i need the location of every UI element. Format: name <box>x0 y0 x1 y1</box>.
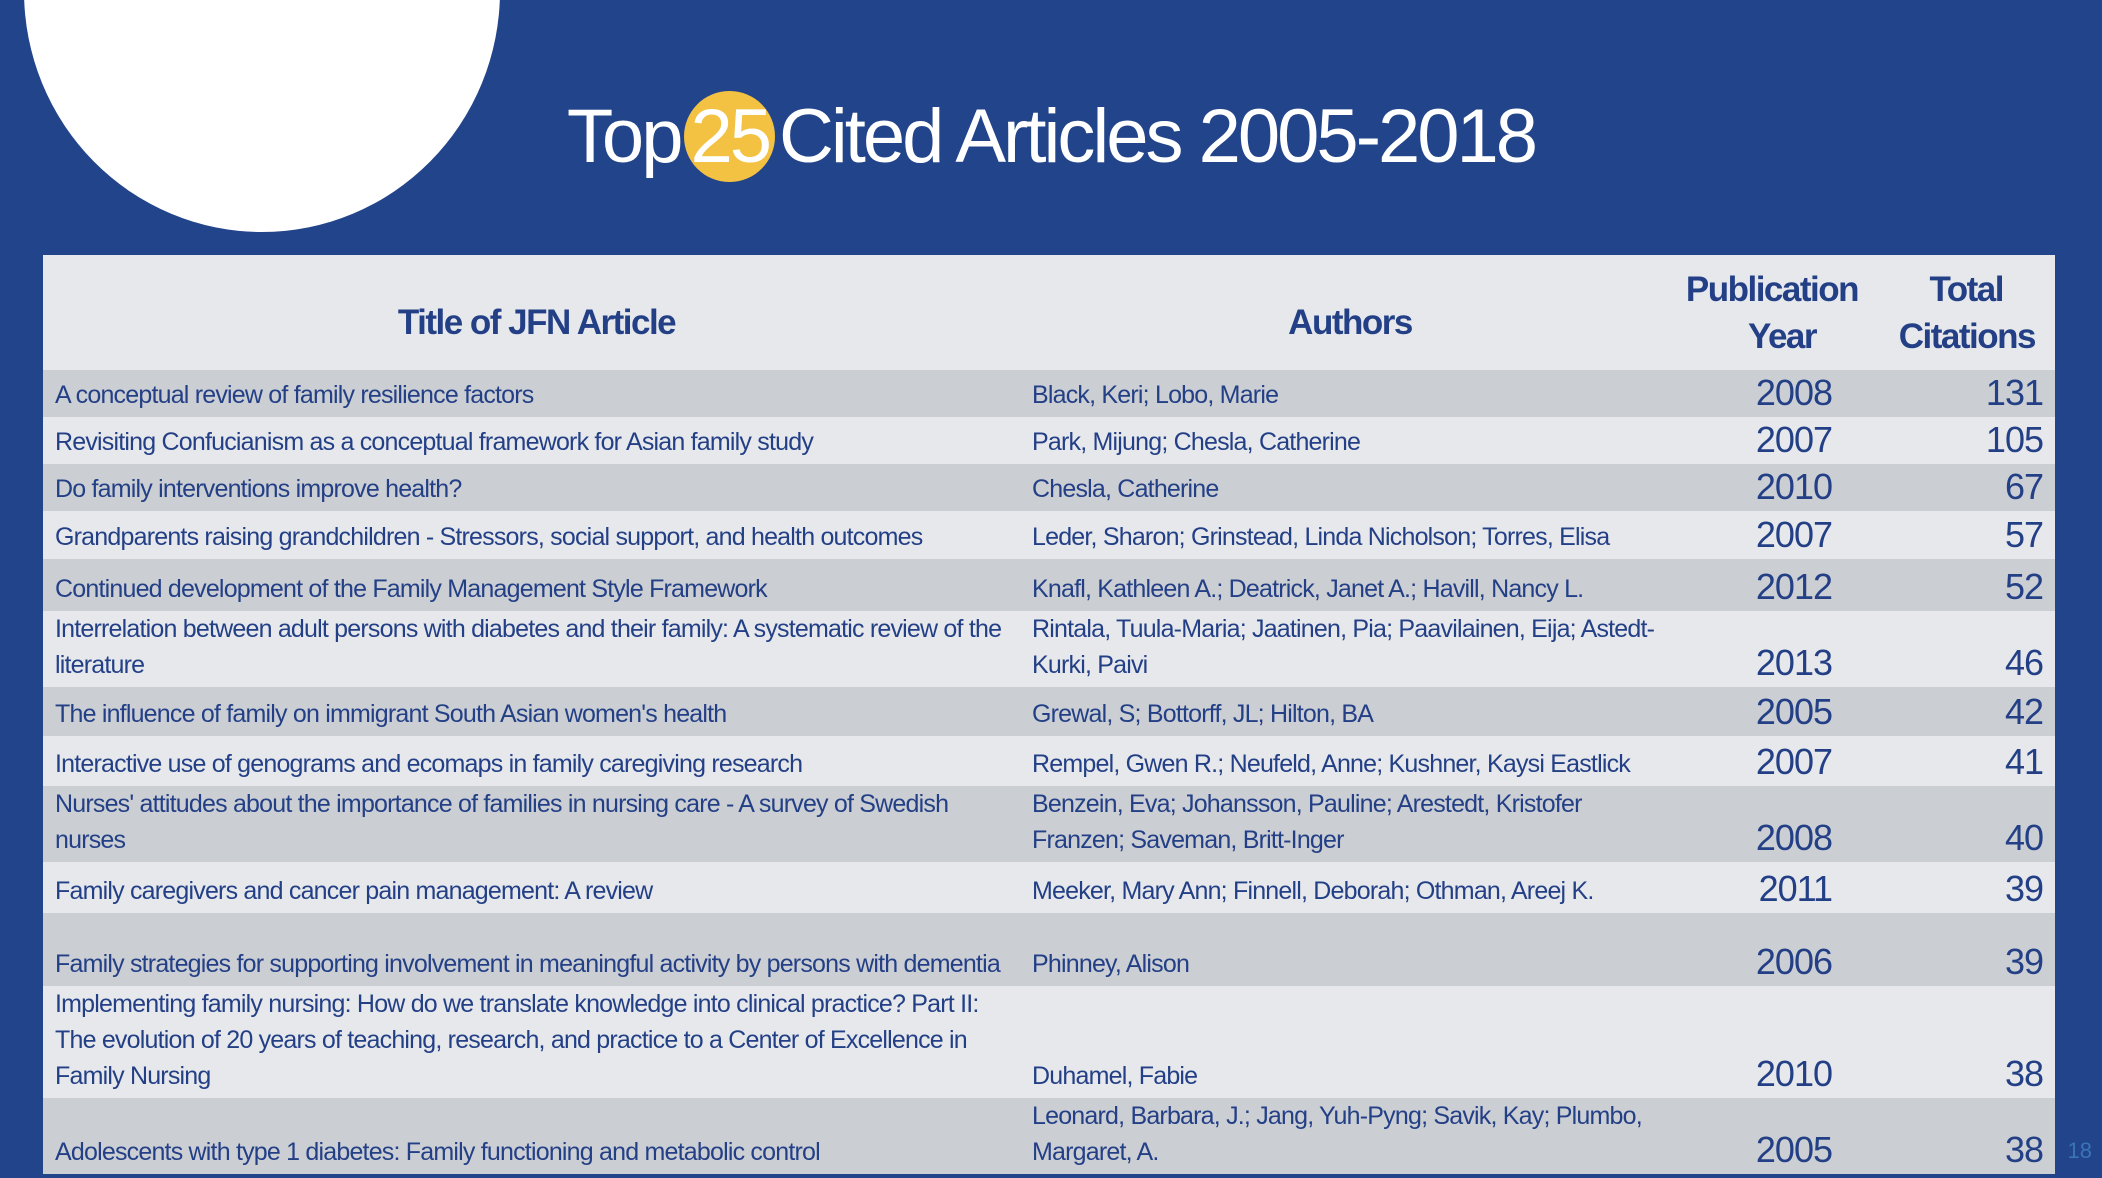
table-row: Implementing family nursing: How do we t… <box>43 986 2055 1098</box>
total-citations: 52 <box>1880 559 2055 611</box>
article-authors: Benzein, Eva; Johansson, Pauline; Areste… <box>1030 786 1670 862</box>
article-title: Do family interventions improve health? <box>43 464 1030 511</box>
total-citations: 105 <box>1880 417 2055 464</box>
table-row: Family strategies for supporting involve… <box>43 913 2055 986</box>
article-title: Interrelation between adult persons with… <box>43 611 1030 687</box>
article-title: The influence of family on immigrant Sou… <box>43 687 1030 736</box>
header-authors: Authors <box>1030 255 1670 370</box>
article-title: Grandparents raising grandchildren - Str… <box>43 511 1030 559</box>
article-title: Implementing family nursing: How do we t… <box>43 986 1030 1098</box>
article-authors: Grewal, S; Bottorff, JL; Hilton, BA <box>1030 687 1670 736</box>
title-number-badge: 25 <box>684 90 776 182</box>
publication-year: 2010 <box>1670 464 1880 511</box>
publication-year: 2010 <box>1670 986 1880 1098</box>
article-title: A conceptual review of family resilience… <box>43 370 1030 417</box>
table-row: Interrelation between adult persons with… <box>43 611 2055 687</box>
publication-year: 2013 <box>1670 611 1880 687</box>
table-row: Revisiting Confucianism as a conceptual … <box>43 417 2055 464</box>
publication-year: 2007 <box>1670 417 1880 464</box>
article-authors: Black, Keri; Lobo, Marie <box>1030 370 1670 417</box>
article-authors: Meeker, Mary Ann; Finnell, Deborah; Othm… <box>1030 862 1670 913</box>
publication-year: 2008 <box>1670 370 1880 417</box>
header-citations: Total Citations <box>1880 255 2055 370</box>
publication-year: 2006 <box>1670 913 1880 986</box>
publication-year: 2007 <box>1670 511 1880 559</box>
total-citations: 57 <box>1880 511 2055 559</box>
total-citations: 38 <box>1880 986 2055 1098</box>
article-authors: Leder, Sharon; Grinstead, Linda Nicholso… <box>1030 511 1670 559</box>
table-row: Continued development of the Family Mana… <box>43 559 2055 611</box>
article-title: Adolescents with type 1 diabetes: Family… <box>43 1098 1030 1174</box>
publication-year: 2011 <box>1670 862 1880 913</box>
header-year-line2: Year <box>1748 316 1817 356</box>
table-row: Family caregivers and cancer pain manage… <box>43 862 2055 913</box>
article-title: Interactive use of genograms and ecomaps… <box>43 736 1030 786</box>
article-title: Revisiting Confucianism as a conceptual … <box>43 417 1030 464</box>
table-row: Adolescents with type 1 diabetes: Family… <box>43 1098 2055 1174</box>
article-authors: Park, Mijung; Chesla, Catherine <box>1030 417 1670 464</box>
table-row: The influence of family on immigrant Sou… <box>43 687 2055 736</box>
cited-articles-table: Title of JFN Article Authors Publication… <box>43 255 2055 1174</box>
total-citations: 131 <box>1880 370 2055 417</box>
header-citations-line2: Citations <box>1898 316 2037 356</box>
article-authors: Rintala, Tuula-Maria; Jaatinen, Pia; Paa… <box>1030 611 1670 687</box>
header-year: Publication Year <box>1670 255 1880 370</box>
article-title: Nurses' attitudes about the importance o… <box>43 786 1030 862</box>
total-citations: 42 <box>1880 687 2055 736</box>
total-citations: 41 <box>1880 736 2055 786</box>
title-prefix: Top <box>566 93 684 179</box>
total-citations: 67 <box>1880 464 2055 511</box>
publication-year: 2012 <box>1670 559 1880 611</box>
page-number: 18 <box>2067 1138 2092 1163</box>
table-row: Interactive use of genograms and ecomaps… <box>43 736 2055 786</box>
article-authors: Leonard, Barbara, J.; Jang, Yuh-Pyng; Sa… <box>1030 1098 1670 1174</box>
publication-year: 2005 <box>1670 1098 1880 1174</box>
article-authors: Phinney, Alison <box>1030 913 1670 986</box>
total-citations: 39 <box>1880 913 2055 986</box>
table-header-row: Title of JFN Article Authors Publication… <box>43 255 2055 370</box>
table-row: Grandparents raising grandchildren - Str… <box>43 511 2055 559</box>
table-row: Nurses' attitudes about the importance o… <box>43 786 2055 862</box>
table-row: A conceptual review of family resilience… <box>43 370 2055 417</box>
article-authors: Chesla, Catherine <box>1030 464 1670 511</box>
publication-year: 2007 <box>1670 736 1880 786</box>
article-title: Family strategies for supporting involve… <box>43 913 1030 986</box>
title-suffix: Cited Articles 2005-2018 <box>779 93 1538 179</box>
article-authors: Knafl, Kathleen A.; Deatrick, Janet A.; … <box>1030 559 1670 611</box>
article-authors: Rempel, Gwen R.; Neufeld, Anne; Kushner,… <box>1030 736 1670 786</box>
total-citations: 40 <box>1880 786 2055 862</box>
total-citations: 38 <box>1880 1098 2055 1174</box>
table-row: Do family interventions improve health? C… <box>43 464 2055 511</box>
total-citations: 39 <box>1880 862 2055 913</box>
total-citations: 46 <box>1880 611 2055 687</box>
article-title: Continued development of the Family Mana… <box>43 559 1030 611</box>
article-title: Family caregivers and cancer pain manage… <box>43 862 1030 913</box>
slide-title: Top 25 Cited Articles 2005-2018 <box>0 90 2102 182</box>
article-authors: Duhamel, Fabie <box>1030 986 1670 1098</box>
publication-year: 2005 <box>1670 687 1880 736</box>
publication-year: 2008 <box>1670 786 1880 862</box>
header-citations-line1: Total <box>1929 269 2004 309</box>
header-title: Title of JFN Article <box>43 255 1030 370</box>
header-year-line1: Publication <box>1685 269 1860 309</box>
